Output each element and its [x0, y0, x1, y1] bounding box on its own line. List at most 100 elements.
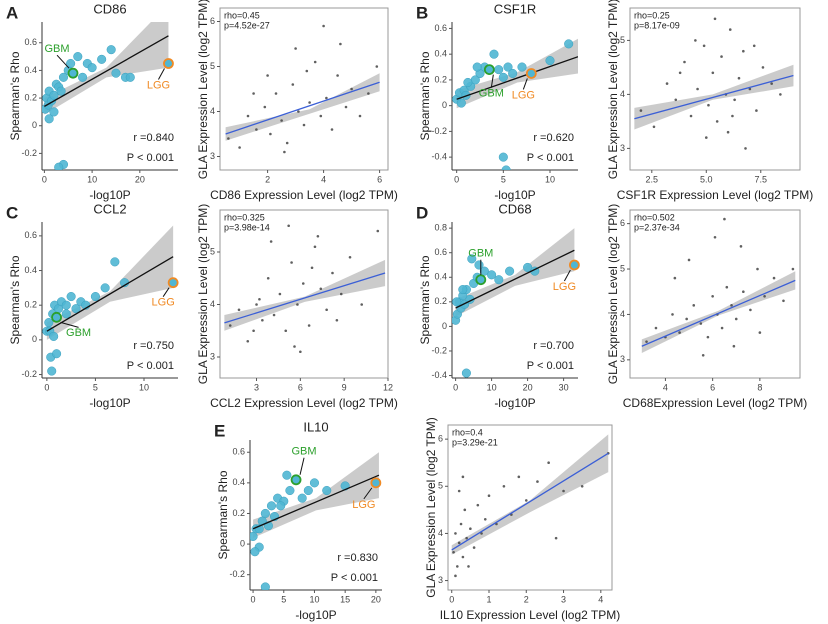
stats-text: r =0.620	[533, 132, 574, 144]
stats-text: r =0.840	[133, 132, 174, 144]
x-tick-label: 10	[545, 174, 555, 184]
stats-box	[632, 10, 690, 32]
data-point	[463, 508, 467, 512]
stats-text: p=8.17e-09	[634, 20, 680, 30]
data-point	[715, 120, 719, 123]
x-tick-label: 4	[321, 174, 326, 184]
x-tick-label: 20	[523, 382, 533, 392]
x-axis-label: CCL2 Expression Level (log2 TPM)	[210, 396, 398, 410]
data-point	[106, 45, 116, 55]
data-point	[227, 137, 230, 140]
data-point	[331, 271, 334, 275]
data-point	[258, 297, 261, 301]
data-point	[694, 39, 697, 42]
data-point	[348, 255, 352, 259]
data-point	[293, 345, 296, 348]
y-tick-label: 0	[32, 120, 37, 130]
data-point	[297, 493, 307, 503]
data-point	[739, 245, 743, 248]
x-tick-label: 0	[454, 174, 459, 184]
data-point	[758, 331, 762, 334]
data-point	[56, 86, 66, 96]
data-point	[476, 503, 480, 507]
data-point	[728, 28, 732, 31]
confidence-band	[455, 228, 575, 317]
data-point	[732, 344, 736, 348]
plot-area	[250, 452, 380, 590]
data-point	[498, 72, 508, 82]
stats-text: rho=0.4	[452, 427, 483, 437]
data-point	[731, 114, 734, 118]
data-point	[322, 24, 325, 28]
x-axis-label: CD86 Expression Level (log2 TPM)	[210, 188, 398, 202]
data-point	[47, 366, 57, 376]
data-point	[457, 541, 461, 545]
x-tick-label: 2	[524, 594, 529, 604]
stats-box	[222, 10, 280, 32]
data-point	[685, 317, 688, 321]
highlight-label: LGG	[512, 89, 535, 101]
data-point	[252, 92, 255, 95]
y-tick-label: 0.2	[232, 508, 245, 518]
panel-letter: E	[214, 421, 225, 440]
data-point	[505, 266, 515, 276]
x-tick-label: 10	[309, 594, 319, 604]
data-point	[283, 150, 286, 154]
data-point	[228, 324, 232, 327]
data-point	[711, 294, 714, 298]
stats-text: p=3.29e-21	[452, 437, 498, 447]
stats-text: p=3.98e-14	[224, 222, 270, 232]
y-axis-label: GLA Expression Level (log2 TPM)	[606, 204, 620, 385]
data-point	[742, 49, 745, 53]
data-point	[246, 114, 250, 118]
highlight-point	[483, 64, 495, 76]
panel-title: CSF1R	[494, 1, 537, 16]
data-point	[645, 340, 648, 343]
data-point	[461, 555, 465, 559]
plot-area	[225, 24, 380, 154]
data-point	[278, 292, 282, 296]
data-point	[100, 283, 110, 293]
y-axis-label: Spearman's Rho	[8, 255, 22, 344]
fit-line	[224, 272, 386, 324]
y-axis-label: Spearman's Rho	[418, 51, 432, 140]
data-point	[696, 87, 699, 91]
y-tick-label: 0.6	[24, 37, 37, 47]
x-tick-label: 20	[371, 594, 381, 604]
y-tick-label: -0.2	[431, 126, 447, 136]
plot-area	[452, 228, 575, 378]
data-point	[733, 98, 736, 102]
stats-text: r =0.830	[337, 552, 378, 564]
stats-text: rho=0.325	[224, 212, 265, 222]
data-point	[674, 98, 678, 102]
data-point	[358, 114, 362, 118]
data-point	[308, 101, 311, 104]
data-point	[269, 240, 273, 243]
data-point	[90, 291, 100, 302]
data-point	[706, 335, 710, 339]
x-tick-label: 9	[342, 382, 347, 392]
plot-area	[224, 224, 386, 354]
x-tick-label: 5.0	[700, 174, 713, 184]
highlight-label: LGG	[147, 79, 170, 91]
data-point	[266, 276, 270, 280]
arrow	[563, 269, 571, 282]
y-tick-label: 4	[438, 528, 443, 538]
x-tick-label: 10	[139, 382, 149, 392]
data-point	[517, 475, 521, 479]
data-point	[296, 303, 299, 306]
data-point	[517, 62, 527, 72]
x-axis-label: -log10P	[295, 608, 336, 622]
data-point	[276, 501, 286, 511]
y-tick-label: 3	[620, 354, 625, 364]
x-tick-label: 15	[340, 594, 350, 604]
y-tick-label: 5	[620, 263, 625, 273]
data-point	[711, 71, 715, 75]
confidence-band	[225, 73, 380, 141]
x-tick-label: 6	[298, 382, 303, 392]
data-point	[97, 54, 107, 64]
data-point	[49, 331, 59, 341]
highlight-label: GBM	[66, 327, 91, 339]
y-tick-label: -0.2	[229, 569, 245, 579]
